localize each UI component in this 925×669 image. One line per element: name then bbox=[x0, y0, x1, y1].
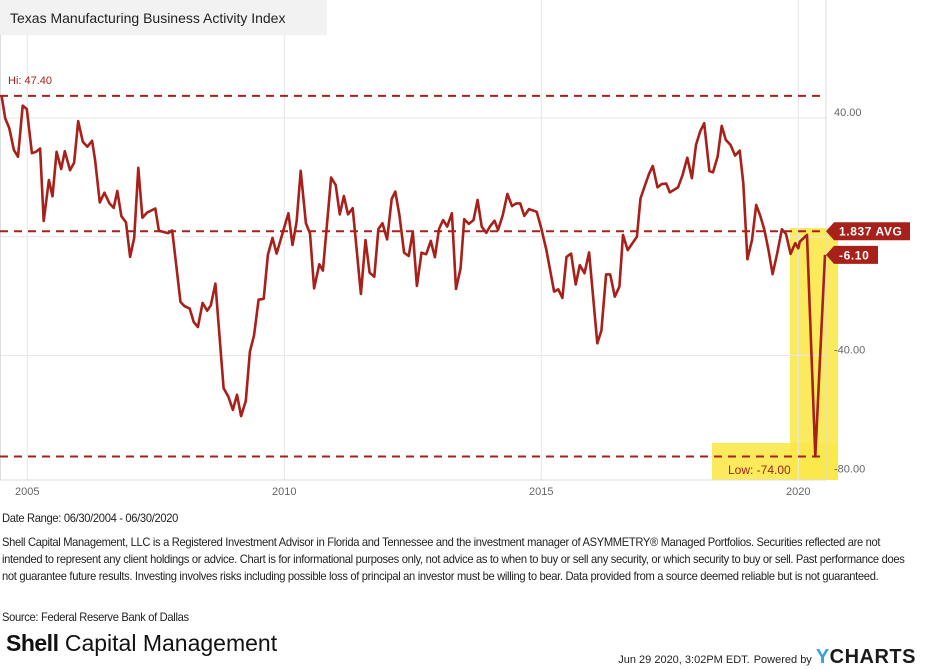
x-tick-label: 2020 bbox=[786, 486, 810, 498]
logo-rest: Capital Management bbox=[64, 630, 278, 656]
highlight-low bbox=[712, 443, 838, 480]
ycharts-text: CHARTS bbox=[829, 646, 916, 668]
chart-title: Texas Manufacturing Business Activity In… bbox=[10, 10, 286, 26]
average-badge-bg bbox=[826, 222, 910, 241]
ycharts-y: Y bbox=[815, 646, 830, 668]
line-chart: 2005 2010 2015 2020 40.00 -40.00 -80.00 Hi: 47.… bbox=[0, 0, 910, 498]
y-tick-label: 40.00 bbox=[834, 107, 862, 119]
last-value-badge: -6.10 bbox=[839, 248, 869, 262]
footer-stamp: Jun 29 2020, 3:02PM EDT. Powered by YCHA… bbox=[618, 646, 916, 669]
y-tick-label: -40.00 bbox=[834, 345, 865, 357]
company-logo: Shell Capital Management bbox=[6, 630, 277, 657]
x-tick-label: 2010 bbox=[272, 486, 296, 498]
low-label: Low: -74.00 bbox=[728, 463, 791, 477]
chart-title-box: Texas Manufacturing Business Activity In… bbox=[0, 0, 327, 35]
date-range: Date Range: 06/30/2004 - 06/30/2020 bbox=[2, 511, 179, 525]
logo-bold: Shell bbox=[6, 630, 59, 656]
powered-by: Powered by bbox=[753, 654, 812, 666]
last-value-badge-bg bbox=[826, 245, 878, 264]
x-tick-label: 2005 bbox=[15, 486, 39, 498]
timestamp: Jun 29 2020, 3:02PM EDT. bbox=[618, 654, 750, 666]
average-badge: 1.837 AVG bbox=[839, 225, 902, 239]
hi-label: Hi: 47.40 bbox=[8, 75, 52, 87]
disclaimer: Shell Capital Management, LLC is a Regis… bbox=[2, 535, 905, 583]
ycharts-logo[interactable]: YCHARTS bbox=[816, 646, 916, 669]
source: Source: Federal Reserve Bank of Dallas bbox=[2, 610, 189, 624]
series-line bbox=[0, 95, 827, 458]
x-tick-label: 2015 bbox=[529, 486, 553, 498]
y-tick-label: -80.00 bbox=[834, 463, 865, 475]
